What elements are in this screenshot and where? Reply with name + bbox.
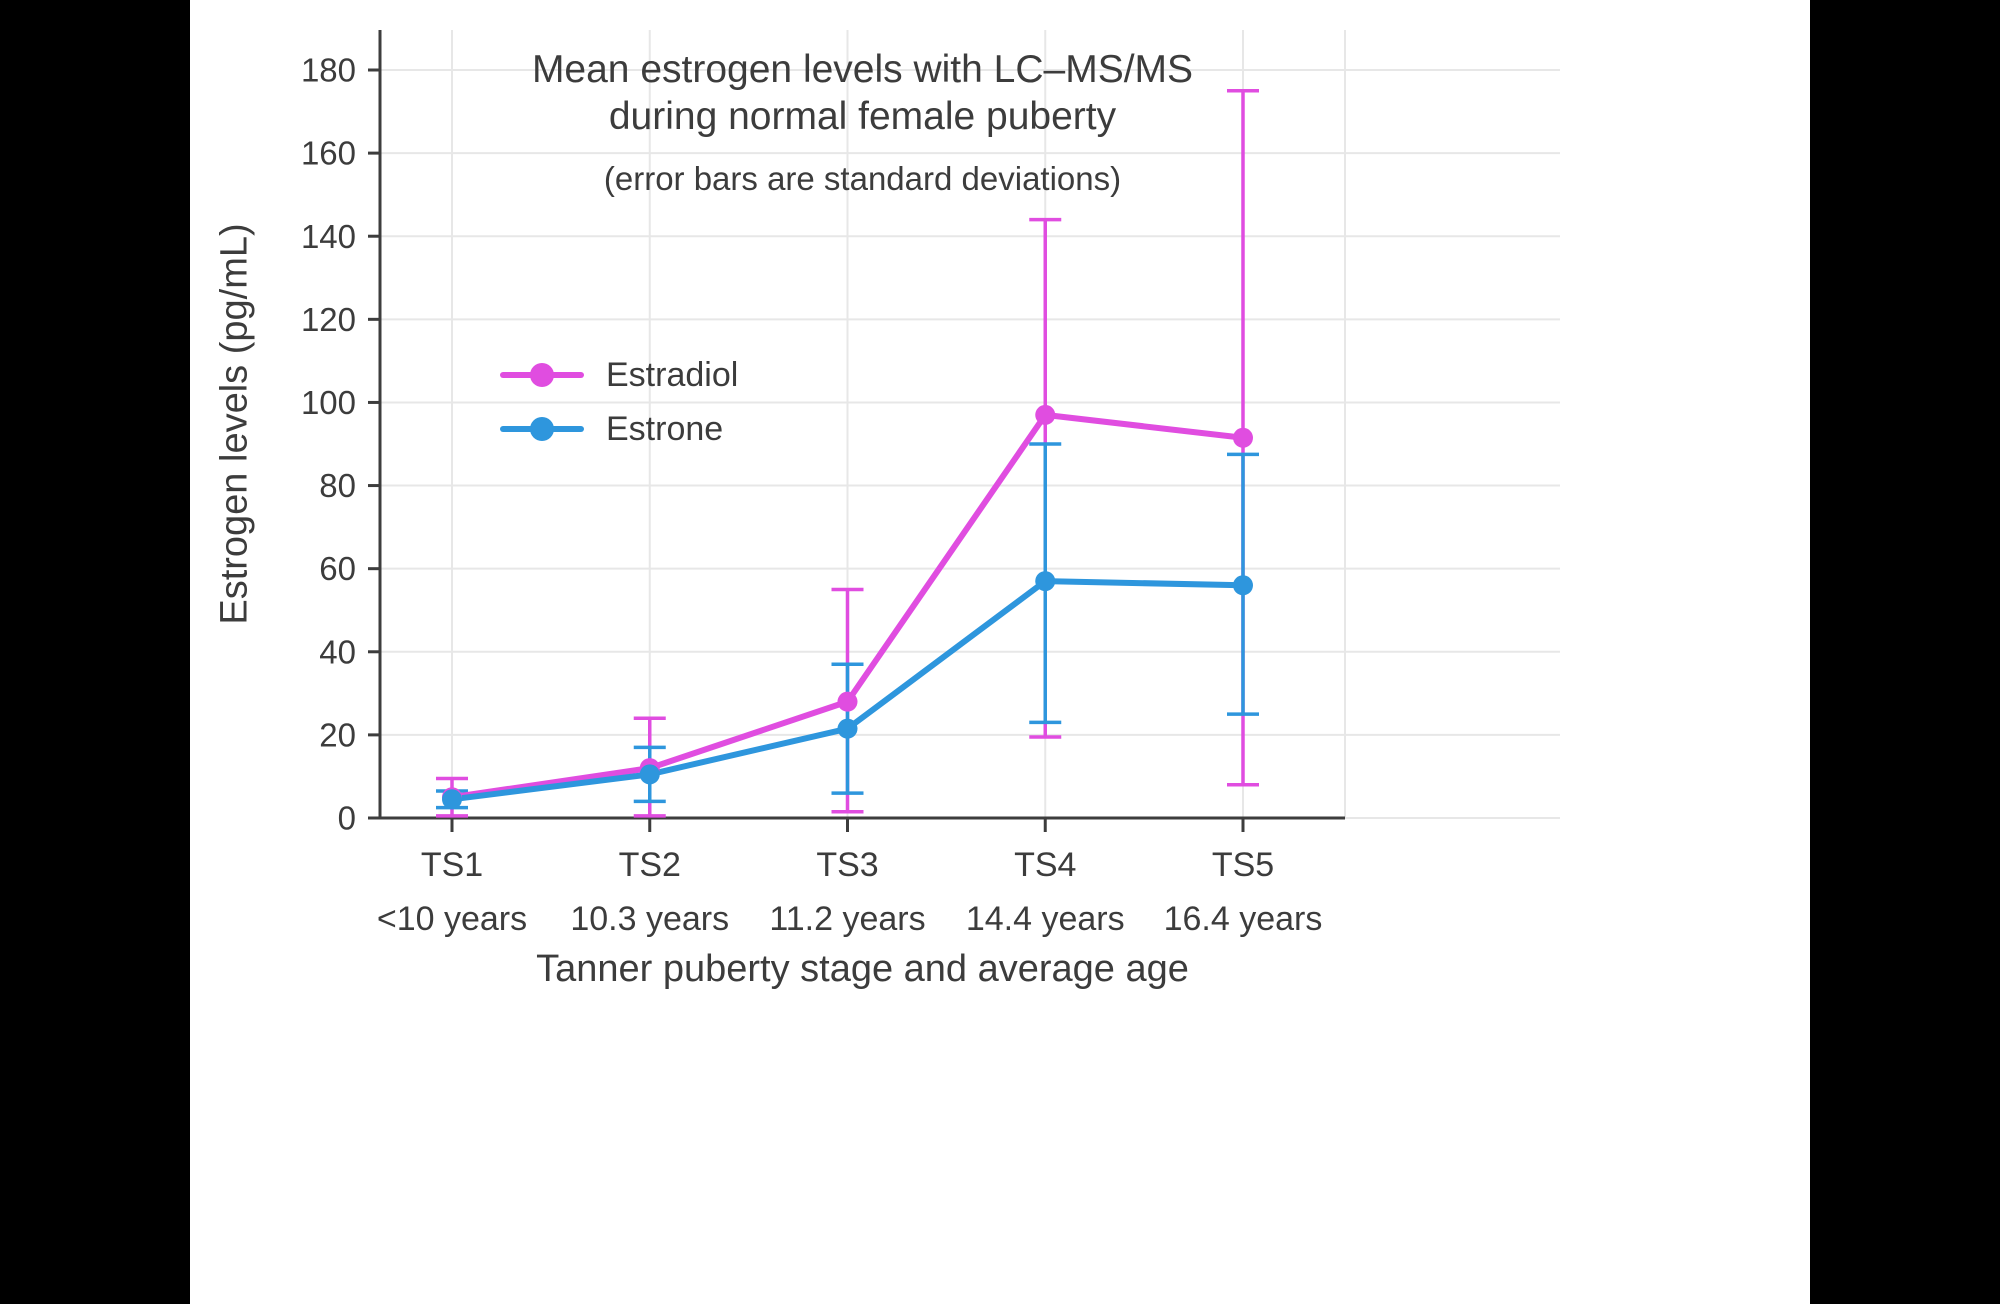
x-age-label: 14.4 years (966, 900, 1125, 938)
x-age-label: 10.3 years (570, 900, 729, 938)
y-tick-label: 60 (319, 550, 356, 587)
data-point-estradiol-ts5 (1233, 427, 1253, 448)
y-tick-label: 120 (301, 301, 356, 338)
legend-dot-icon (530, 417, 554, 441)
legend-swatch-estrone-icon (500, 410, 584, 448)
y-tick-label: 80 (319, 467, 356, 504)
x-category-label: TS1 (421, 846, 483, 884)
y-tick-label: 160 (301, 135, 356, 172)
legend-item-estradiol: Estradiol (500, 356, 738, 394)
legend-label-estradiol: Estradiol (606, 355, 739, 394)
x-age-label: 16.4 years (1164, 900, 1323, 938)
y-tick-label: 20 (319, 716, 356, 753)
y-axis-title: Estrogen levels (pg/mL) (213, 223, 256, 625)
legend: Estradiol Estrone (500, 356, 738, 448)
data-point-estrone-ts5 (1233, 575, 1253, 596)
x-age-label: 11.2 years (769, 900, 925, 938)
letterbox-left (0, 0, 190, 1304)
y-tick-label: 140 (301, 218, 356, 255)
legend-swatch-estradiol-icon (500, 356, 584, 394)
legend-item-estrone: Estrone (500, 410, 738, 448)
letterbox-right (1810, 0, 2000, 1304)
chart: 0 20 40 60 80 100 120 140 160 180 TS1 <10 years TS2 1… (301, 30, 1560, 938)
x-category-label: TS5 (1212, 846, 1274, 884)
x-axis-title: Tanner puberty stage and average age (536, 948, 1189, 990)
legend-label-estrone: Estrone (606, 409, 724, 448)
data-point-estrone-ts3 (837, 718, 858, 739)
chart-panel: 0 20 40 60 80 100 120 140 160 180 TS1 <10 years TS2 1… (190, 0, 1810, 1304)
x-category-label: TS2 (619, 846, 681, 884)
x-category-label: TS4 (1014, 846, 1076, 884)
y-tick-label: 180 (301, 52, 356, 89)
y-tick-label: 100 (301, 384, 356, 421)
chart-title-line2: during normal female puberty (608, 95, 1117, 138)
x-category-label: TS3 (816, 846, 878, 884)
x-age-label: <10 years (377, 900, 527, 938)
data-point-estradiol-ts4 (1035, 404, 1056, 425)
chart-subtitle: (error bars are standard deviations) (603, 160, 1122, 197)
data-point-estradiol-ts3 (837, 691, 858, 712)
y-tick-label: 40 (319, 633, 356, 670)
chart-title-line1: Mean estrogen levels with LC–MS/MS (531, 48, 1194, 91)
legend-dot-icon (530, 363, 554, 387)
y-tick-label: 0 (338, 800, 356, 837)
data-point-estrone-ts1 (442, 789, 462, 810)
data-point-estrone-ts2 (639, 764, 660, 785)
data-point-estrone-ts4 (1035, 571, 1056, 592)
